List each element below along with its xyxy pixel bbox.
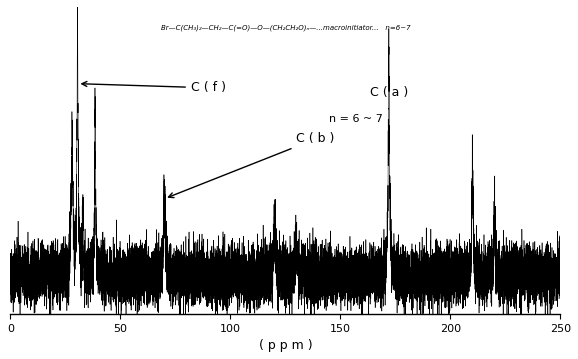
Text: C ( a ): C ( a ) — [370, 87, 408, 99]
Text: C ( b ): C ( b ) — [169, 132, 335, 197]
X-axis label: ( p p m ): ( p p m ) — [259, 339, 312, 352]
Text: n = 6 ~ 7: n = 6 ~ 7 — [329, 114, 383, 124]
Text: C ( f ): C ( f ) — [82, 81, 226, 94]
Text: Br—C(CH₃)₂—CH₂—C(=O)—O—(CH₂CH₂O)ₙ—...macroinitiator...   n=6~7: Br—C(CH₃)₂—CH₂—C(=O)—O—(CH₂CH₂O)ₙ—...mac… — [161, 25, 410, 32]
